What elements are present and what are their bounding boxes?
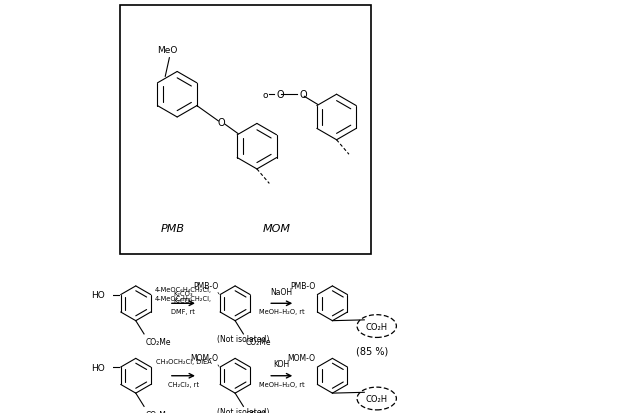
Text: K₂CO₃: K₂CO₃: [173, 297, 193, 303]
Text: (85 %): (85 %): [356, 346, 388, 356]
Text: O: O: [276, 90, 284, 100]
Text: DMF, rt: DMF, rt: [172, 309, 195, 314]
Text: CH₂Cl₂, rt: CH₂Cl₂, rt: [168, 381, 199, 387]
Text: MOM-O: MOM-O: [190, 353, 218, 362]
Text: o: o: [262, 90, 268, 100]
Text: (Not isolated): (Not isolated): [217, 335, 269, 344]
Text: PMB: PMB: [161, 223, 185, 233]
Text: KOH: KOH: [273, 359, 290, 368]
Text: PMB-O: PMB-O: [193, 281, 218, 290]
Text: O: O: [218, 118, 225, 128]
Text: 4-MeOC₆H₄CH₂Cl,: 4-MeOC₆H₄CH₂Cl,: [155, 286, 212, 292]
Text: PMB-O: PMB-O: [290, 281, 316, 290]
Text: CO₂Me: CO₂Me: [146, 410, 172, 413]
Text: CH₃OCH₂Cl, DIEA: CH₃OCH₂Cl, DIEA: [156, 358, 211, 364]
Text: 4-MeOC₆H₄CH₂Cl,: 4-MeOC₆H₄CH₂Cl,: [155, 296, 212, 301]
Text: HO: HO: [92, 363, 105, 372]
Text: O: O: [300, 90, 307, 100]
Text: CO₂H: CO₂H: [365, 322, 388, 331]
Text: CO₂H: CO₂H: [365, 394, 388, 403]
Text: K₂CO₃: K₂CO₃: [173, 290, 193, 296]
Text: MOM-O: MOM-O: [287, 353, 316, 362]
Text: CO₂Me: CO₂Me: [246, 337, 271, 347]
Text: CO₂Me: CO₂Me: [146, 337, 172, 347]
Text: HO: HO: [92, 290, 105, 299]
Text: CO₂Me: CO₂Me: [246, 410, 271, 413]
Text: MOM: MOM: [262, 223, 291, 233]
Text: MeO: MeO: [157, 46, 177, 55]
Text: NaOH: NaOH: [271, 287, 292, 296]
Text: MeOH–H₂O, rt: MeOH–H₂O, rt: [259, 309, 304, 314]
Text: (Not isolated): (Not isolated): [217, 407, 269, 413]
Text: MeOH–H₂O, rt: MeOH–H₂O, rt: [259, 381, 304, 387]
